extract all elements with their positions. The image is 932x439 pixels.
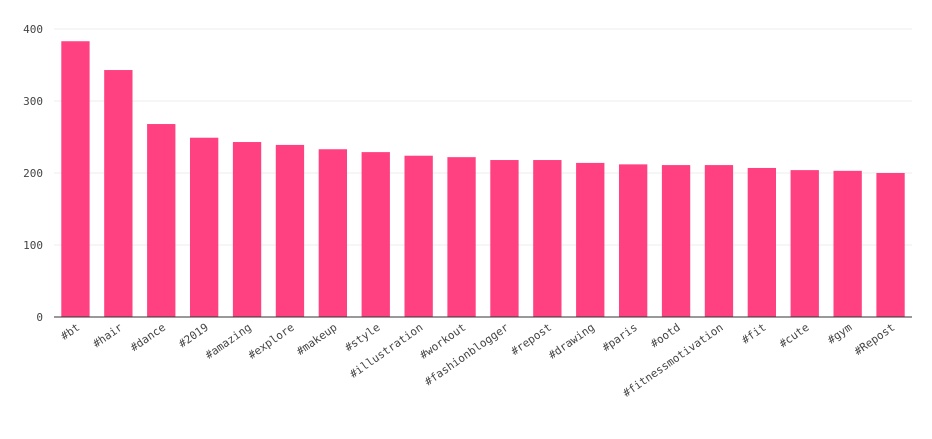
y-tick-label: 0	[36, 311, 43, 324]
x-tick-label: #hair	[90, 321, 125, 351]
bar-explore	[275, 144, 305, 317]
x-tick-label: #amazing	[203, 321, 254, 362]
x-tick-label: #ootd	[648, 321, 683, 351]
grid-lines	[54, 28, 912, 246]
bar-amazing	[232, 142, 262, 317]
bar-makeup	[318, 149, 348, 317]
bar-dance	[147, 124, 176, 317]
x-tick-label: #Repost	[852, 321, 897, 358]
x-tick-label: #illustration	[347, 321, 425, 381]
bar-ootd	[661, 165, 691, 317]
x-tick-label: #2019	[176, 321, 211, 351]
x-tick-label: #cute	[777, 321, 812, 351]
x-tick-label: #fit	[739, 321, 768, 347]
bar-fit	[747, 167, 777, 317]
x-tick-label: #explore	[246, 321, 297, 362]
x-tick-label: #gym	[825, 321, 854, 347]
bar-paris	[618, 164, 648, 317]
bar-workout	[447, 157, 476, 317]
x-tick-label: #paris	[600, 321, 640, 354]
bar-fitnessmotivation	[704, 165, 734, 317]
x-tick-label: #makeup	[294, 321, 339, 358]
bars	[61, 41, 905, 318]
bar-Repost	[876, 173, 905, 317]
bar-cute	[790, 170, 819, 317]
bar-hair	[104, 70, 133, 317]
bar-style	[361, 152, 390, 317]
y-tick-label: 300	[23, 95, 43, 108]
bar-gym	[833, 170, 862, 317]
bar-illustration	[404, 155, 433, 317]
y-tick-label: 400	[23, 23, 43, 36]
x-tick-label: #drawing	[546, 321, 597, 362]
y-tick-label: 100	[23, 239, 43, 252]
bar-fashionblogger	[490, 160, 519, 317]
x-tick-label: #bt	[58, 321, 82, 343]
bar-2019	[189, 137, 219, 317]
y-tick-label: 200	[23, 167, 43, 180]
x-tick-label: #dance	[128, 321, 168, 354]
bar-repost	[533, 160, 562, 317]
bar-bt	[61, 41, 90, 318]
bar-drawing	[576, 162, 605, 317]
